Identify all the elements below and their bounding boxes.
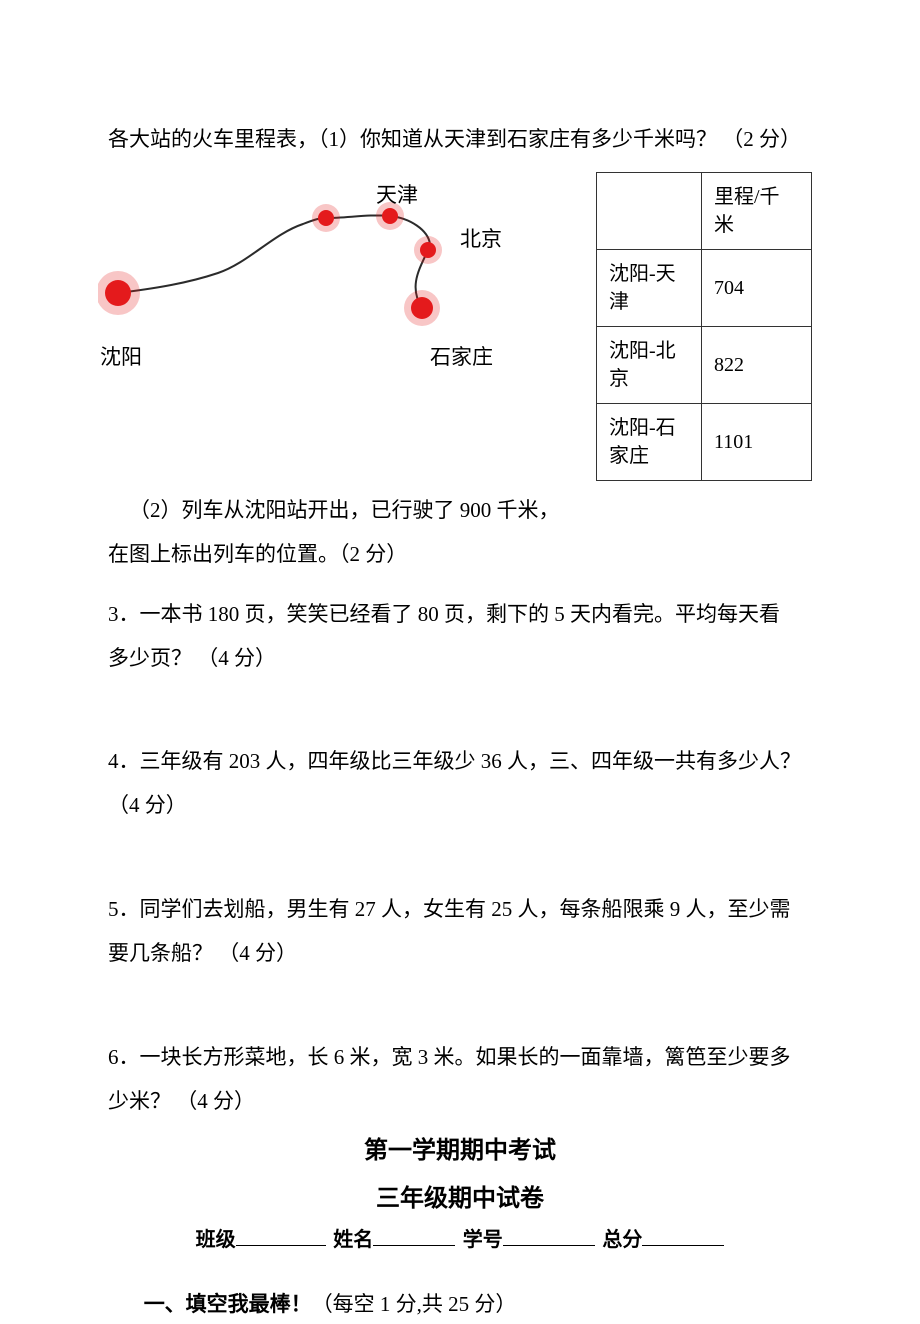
table-row: 沈阳-石家庄 1101 — [597, 403, 812, 480]
exam-form-line: 班级 姓名 学号 总分 — [108, 1221, 812, 1259]
route-map: 天津 北京 沈阳 石家庄 — [108, 178, 538, 378]
section-1-heading: 一、填空我最棒！（每空 1 分,共 25 分） — [108, 1285, 812, 1324]
q4-line2: （4 分） — [108, 786, 812, 826]
q2-sub2-line2: 在图上标出列车的位置。（2 分） — [108, 535, 812, 575]
table-cell-route: 沈阳-天津 — [597, 249, 702, 326]
map-label-shenyang: 沈阳 — [100, 338, 142, 378]
q4-line1: 4．三年级有 203 人，四年级比三年级少 36 人，三、四年级一共有多少人？ — [108, 742, 812, 782]
table-row: 沈阳-北京 822 — [597, 326, 812, 403]
q5-line1: 5．同学们去划船，男生有 27 人，女生有 25 人，每条船限乘 9 人，至少需 — [108, 890, 812, 930]
map-node-shenyang — [105, 280, 131, 306]
map-label-beijing: 北京 — [460, 220, 502, 260]
form-label-name: 姓名 — [333, 1229, 373, 1251]
q3-line2: 多少页？ （4 分） — [108, 639, 812, 679]
table-header-row: 里程/千米 — [597, 172, 812, 249]
table-cell-km: 704 — [702, 249, 812, 326]
q6-line2: 少米？ （4 分） — [108, 1082, 812, 1122]
table-header-blank — [597, 172, 702, 249]
form-blank-name[interactable] — [373, 1226, 455, 1246]
map-label-tianjin: 天津 — [376, 176, 418, 216]
intro-line: 各大站的火车里程表，（1）你知道从天津到石家庄有多少千米吗？ （2 分） — [108, 120, 812, 160]
form-label-class: 班级 — [196, 1229, 236, 1251]
table-cell-km: 1101 — [702, 403, 812, 480]
table-cell-km: 822 — [702, 326, 812, 403]
table-cell-route: 沈阳-石家庄 — [597, 403, 702, 480]
table-row: 沈阳-天津 704 — [597, 249, 812, 326]
map-node-shijiazhuang — [411, 297, 433, 319]
table-cell-route: 沈阳-北京 — [597, 326, 702, 403]
q5-line2: 要几条船？ （4 分） — [108, 934, 812, 974]
form-label-total: 总分 — [602, 1229, 642, 1251]
form-blank-total[interactable] — [642, 1226, 724, 1246]
exam-title-2: 三年级期中试卷 — [108, 1180, 812, 1218]
table-header-km: 里程/千米 — [702, 172, 812, 249]
form-blank-class[interactable] — [236, 1226, 326, 1246]
section-1-rest: （每空 1 分,共 25 分） — [312, 1292, 517, 1316]
map-and-table-row: 天津 北京 沈阳 石家庄 里程/千米 沈阳-天津 704 沈阳-北京 822 沈… — [108, 178, 812, 481]
map-node-intermediate — [318, 210, 334, 226]
q6-line1: 6．一块长方形菜地，长 6 米，宽 3 米。如果长的一面靠墙，篱笆至少要多 — [108, 1038, 812, 1078]
exam-title-1: 第一学期期中考试 — [108, 1132, 812, 1170]
map-node-beijing — [420, 242, 436, 258]
section-1-bold: 一、填空我最棒！ — [144, 1293, 312, 1316]
mileage-table: 里程/千米 沈阳-天津 704 沈阳-北京 822 沈阳-石家庄 1101 — [596, 172, 812, 481]
map-label-shijiazhuang: 石家庄 — [430, 338, 493, 378]
route-path — [118, 215, 431, 308]
q2-sub2-line1: （2）列车从沈阳站开出，已行驶了 900 千米， — [108, 491, 812, 531]
form-label-id: 学号 — [463, 1229, 503, 1251]
q3-line1: 3．一本书 180 页，笑笑已经看了 80 页，剩下的 5 天内看完。平均每天看 — [108, 595, 812, 635]
form-blank-id[interactable] — [503, 1226, 595, 1246]
